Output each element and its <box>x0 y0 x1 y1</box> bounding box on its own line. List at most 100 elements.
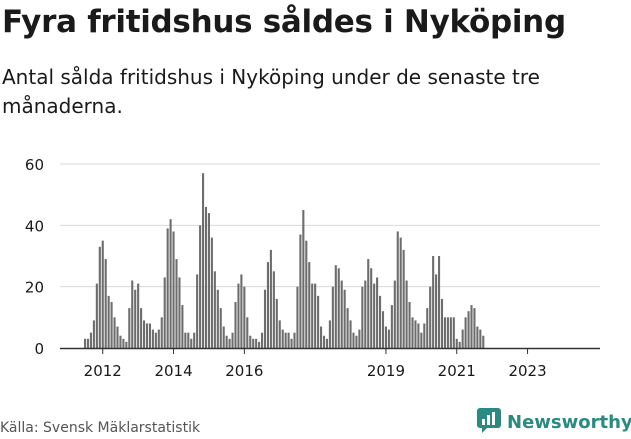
bar <box>370 268 373 348</box>
bar <box>367 259 370 348</box>
x-tick-label: 2016 <box>225 362 263 380</box>
bar <box>119 335 122 348</box>
bar <box>216 289 219 348</box>
x-axis-labels: 2012 2014 2016 2019 2021 2023 <box>84 348 547 380</box>
bar <box>361 286 364 348</box>
bar <box>258 341 261 348</box>
bar <box>122 338 125 348</box>
bar <box>249 335 252 348</box>
bar <box>426 308 429 348</box>
bar <box>440 298 444 348</box>
x-tick-label: 2019 <box>367 362 405 380</box>
bar <box>343 289 346 348</box>
y-tick-label: 20 <box>25 279 44 297</box>
y-tick-label: 0 <box>34 340 44 358</box>
bar <box>116 326 119 348</box>
bar <box>140 308 143 348</box>
bar <box>252 338 255 348</box>
bar <box>222 326 225 348</box>
bar <box>263 289 267 348</box>
y-axis-labels: 0 20 40 60 <box>25 156 44 358</box>
x-tick-label: 2023 <box>508 362 546 380</box>
bar <box>479 329 482 348</box>
bar <box>207 213 210 348</box>
bar <box>101 240 104 348</box>
bar <box>302 210 305 348</box>
bar <box>275 298 278 348</box>
bar <box>452 317 455 348</box>
bar <box>470 305 473 348</box>
y-tick-label: 60 <box>25 156 44 174</box>
bar <box>145 323 149 348</box>
bar <box>408 302 411 348</box>
bar <box>314 283 317 348</box>
bar <box>193 332 196 348</box>
bar <box>334 265 337 348</box>
bar <box>311 283 314 348</box>
bar <box>355 335 358 348</box>
bar <box>240 274 243 348</box>
bar-chart: 0 20 40 60 2012 2014 2016 2019 2021 2023 4 <box>25 0 600 380</box>
gridlines <box>60 163 600 288</box>
bar <box>107 295 110 348</box>
bar <box>134 289 137 348</box>
bar <box>405 280 408 348</box>
bar <box>199 225 202 348</box>
bar <box>284 332 287 348</box>
bar <box>269 249 272 348</box>
x-tick-label: 2014 <box>154 362 192 380</box>
bar <box>411 317 414 348</box>
bar <box>184 332 187 348</box>
bar <box>278 320 281 348</box>
bar <box>234 302 237 348</box>
bar <box>86 338 90 348</box>
bar <box>325 338 328 348</box>
bar <box>449 317 452 348</box>
bar <box>84 338 87 348</box>
bar <box>399 237 402 348</box>
bar <box>387 329 390 348</box>
last-value-annotation: 4 <box>564 0 575 5</box>
logo-text: Newsworthy <box>507 411 631 433</box>
bar <box>237 283 240 348</box>
bar <box>473 308 476 348</box>
bar <box>172 231 175 348</box>
bar <box>261 332 264 348</box>
bar <box>148 323 151 348</box>
bar <box>423 323 426 348</box>
bar <box>384 326 387 348</box>
bar <box>110 302 113 348</box>
bar <box>157 329 160 348</box>
bar <box>287 332 290 348</box>
bar <box>320 326 323 348</box>
bar <box>213 271 216 348</box>
bar <box>373 283 376 348</box>
bar <box>349 320 352 348</box>
bar <box>210 237 213 348</box>
bar <box>190 338 193 348</box>
bar <box>272 271 275 348</box>
bar <box>163 277 166 348</box>
bar <box>429 286 432 348</box>
bar <box>317 295 320 348</box>
bar <box>293 332 296 348</box>
x-tick-label: 2012 <box>84 362 122 380</box>
bar <box>151 329 154 348</box>
bar <box>308 262 311 348</box>
bars <box>84 173 485 348</box>
bar <box>467 311 470 348</box>
bar <box>328 320 331 348</box>
bar <box>379 295 382 348</box>
bar <box>125 341 128 348</box>
newsworthy-logo: Newsworthy <box>476 407 631 437</box>
bar <box>113 317 116 348</box>
bar <box>128 308 131 348</box>
bar <box>104 259 107 348</box>
bar <box>364 280 367 348</box>
chart-bubble-icon <box>476 407 502 437</box>
bar <box>299 234 302 348</box>
bar <box>137 283 140 348</box>
bar <box>346 308 349 348</box>
bar <box>243 286 246 348</box>
chart-title: Fyra fritidshus såldes i Nyköping <box>2 4 566 40</box>
